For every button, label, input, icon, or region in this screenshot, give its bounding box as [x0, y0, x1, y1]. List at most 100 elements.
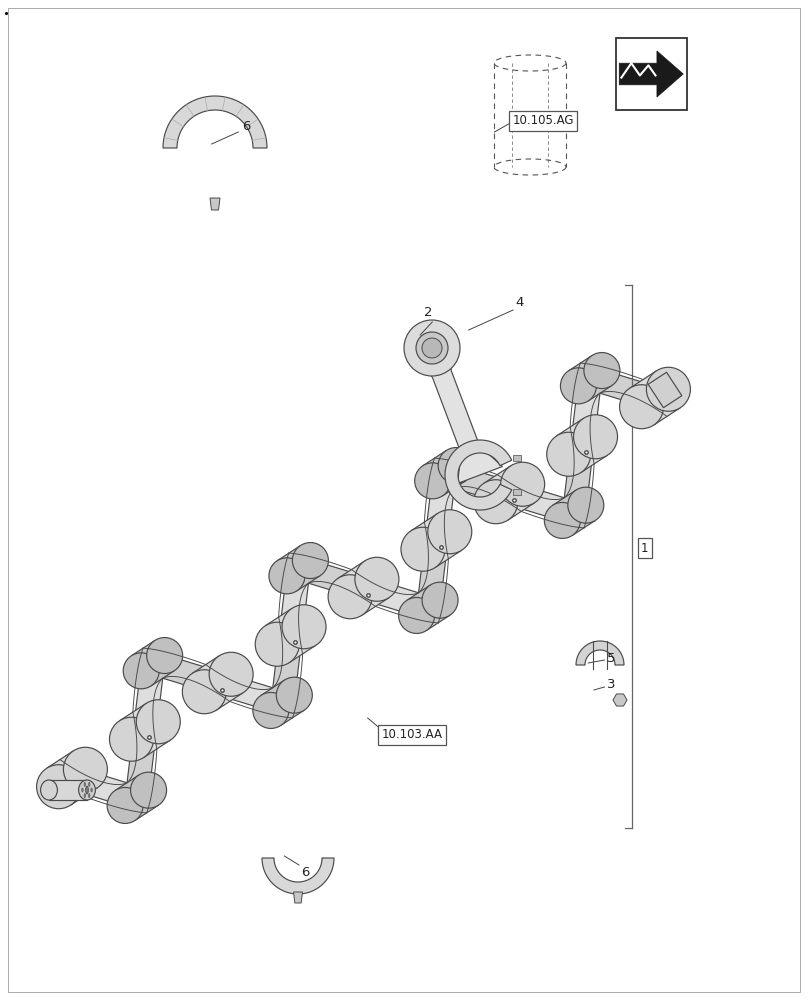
Circle shape [137, 700, 180, 744]
Polygon shape [163, 96, 267, 148]
Circle shape [438, 448, 474, 484]
Circle shape [415, 463, 451, 499]
Bar [513, 489, 521, 495]
Circle shape [501, 462, 545, 506]
Polygon shape [262, 858, 334, 894]
Polygon shape [278, 560, 311, 644]
Polygon shape [629, 371, 680, 425]
Circle shape [131, 772, 166, 808]
Polygon shape [553, 490, 595, 536]
Text: 3: 3 [608, 678, 616, 692]
Text: 10.105.AG: 10.105.AG [512, 114, 574, 127]
Polygon shape [423, 450, 466, 496]
Circle shape [574, 415, 617, 459]
Polygon shape [415, 342, 503, 483]
Circle shape [427, 510, 472, 554]
Circle shape [328, 575, 372, 619]
Circle shape [36, 765, 81, 809]
Polygon shape [431, 465, 522, 501]
Circle shape [107, 787, 143, 823]
Polygon shape [116, 775, 158, 821]
Text: 10.103.AA: 10.103.AA [381, 728, 443, 742]
Circle shape [422, 582, 458, 618]
Ellipse shape [84, 794, 86, 798]
Polygon shape [270, 627, 303, 711]
Circle shape [146, 638, 183, 674]
Ellipse shape [89, 782, 90, 786]
Polygon shape [562, 437, 595, 521]
Circle shape [620, 385, 663, 429]
Polygon shape [192, 656, 243, 710]
Ellipse shape [89, 794, 90, 798]
Circle shape [269, 558, 305, 594]
Text: 5: 5 [608, 652, 616, 664]
Polygon shape [557, 418, 608, 473]
Polygon shape [124, 722, 158, 806]
Polygon shape [578, 370, 667, 406]
Circle shape [398, 597, 435, 633]
Polygon shape [133, 655, 166, 739]
Polygon shape [277, 545, 320, 591]
Polygon shape [132, 640, 175, 686]
Polygon shape [424, 465, 457, 549]
Circle shape [183, 670, 226, 714]
Circle shape [401, 527, 445, 571]
Ellipse shape [40, 780, 57, 800]
Polygon shape [619, 51, 684, 97]
Circle shape [63, 747, 107, 791]
Circle shape [547, 432, 591, 476]
Polygon shape [120, 703, 170, 758]
Polygon shape [210, 198, 220, 210]
Polygon shape [141, 655, 230, 691]
Text: 4: 4 [516, 296, 524, 308]
Polygon shape [351, 580, 441, 616]
Ellipse shape [78, 780, 95, 800]
Text: 2: 2 [424, 306, 432, 320]
Polygon shape [265, 608, 316, 663]
Circle shape [422, 338, 442, 358]
Polygon shape [648, 372, 682, 408]
Circle shape [255, 622, 299, 666]
Circle shape [109, 717, 154, 761]
Bar [513, 455, 521, 461]
Ellipse shape [90, 788, 92, 792]
Text: 1: 1 [641, 542, 649, 554]
Polygon shape [484, 466, 535, 520]
Polygon shape [205, 675, 295, 711]
Polygon shape [47, 751, 98, 805]
Circle shape [123, 653, 159, 689]
Circle shape [253, 692, 288, 728]
Polygon shape [49, 780, 87, 800]
Circle shape [473, 480, 518, 524]
Circle shape [209, 652, 253, 696]
FancyBboxPatch shape [616, 38, 687, 110]
Polygon shape [411, 513, 462, 568]
Circle shape [568, 487, 604, 523]
Ellipse shape [84, 782, 86, 786]
Polygon shape [569, 355, 612, 401]
Polygon shape [445, 440, 511, 510]
Circle shape [545, 502, 580, 538]
Circle shape [292, 543, 328, 579]
Circle shape [404, 320, 460, 376]
Ellipse shape [86, 786, 88, 794]
Circle shape [282, 605, 326, 649]
Polygon shape [613, 694, 627, 706]
Polygon shape [261, 680, 304, 726]
Circle shape [276, 677, 313, 713]
Polygon shape [406, 585, 450, 631]
Text: 6: 6 [301, 865, 309, 879]
Circle shape [584, 353, 620, 389]
Circle shape [561, 368, 596, 404]
Polygon shape [286, 560, 376, 596]
Polygon shape [293, 892, 302, 903]
Polygon shape [338, 561, 389, 615]
Circle shape [646, 367, 690, 411]
Polygon shape [416, 532, 449, 616]
Polygon shape [570, 370, 603, 454]
Circle shape [355, 557, 399, 601]
Polygon shape [497, 485, 587, 521]
Circle shape [416, 332, 448, 364]
Ellipse shape [82, 788, 83, 792]
Text: 6: 6 [242, 120, 250, 133]
